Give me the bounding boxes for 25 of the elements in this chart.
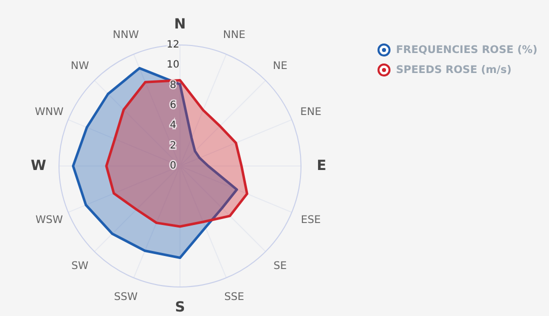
y-tick-label: 12 <box>166 40 180 50</box>
y-tick-label: 10 <box>166 60 180 71</box>
spoke-label: SSE <box>224 290 244 303</box>
spoke-label: ENE <box>300 106 322 118</box>
spoke-label: SSW <box>114 290 138 303</box>
y-tick-label: 6 <box>170 100 176 111</box>
y-tick-label: 8 <box>170 80 176 91</box>
spoke-label: NNE <box>223 29 246 42</box>
legend-label: SPEEDS ROSE (m/s) <box>396 64 512 76</box>
spoke-label: WNW <box>34 106 64 118</box>
spoke-label: NE <box>272 60 288 72</box>
legend-label: FREQUENCIES ROSE (%) <box>396 44 538 56</box>
spoke-label: NNW <box>112 29 140 42</box>
spoke-label: SE <box>273 260 287 272</box>
spoke-label: ESE <box>300 214 321 226</box>
spoke-label: S <box>174 300 186 316</box>
spoke-label: NW <box>70 60 90 72</box>
spoke-label: N <box>174 16 186 32</box>
y-tick-label: 4 <box>170 120 176 132</box>
spoke-label: WSW <box>35 214 64 226</box>
spoke-label: W <box>30 158 46 174</box>
spoke-label: SW <box>71 260 90 272</box>
y-tick-label: 2 <box>170 140 176 152</box>
spoke-label: E <box>316 158 326 174</box>
y-tick-label: 0 <box>170 160 176 172</box>
